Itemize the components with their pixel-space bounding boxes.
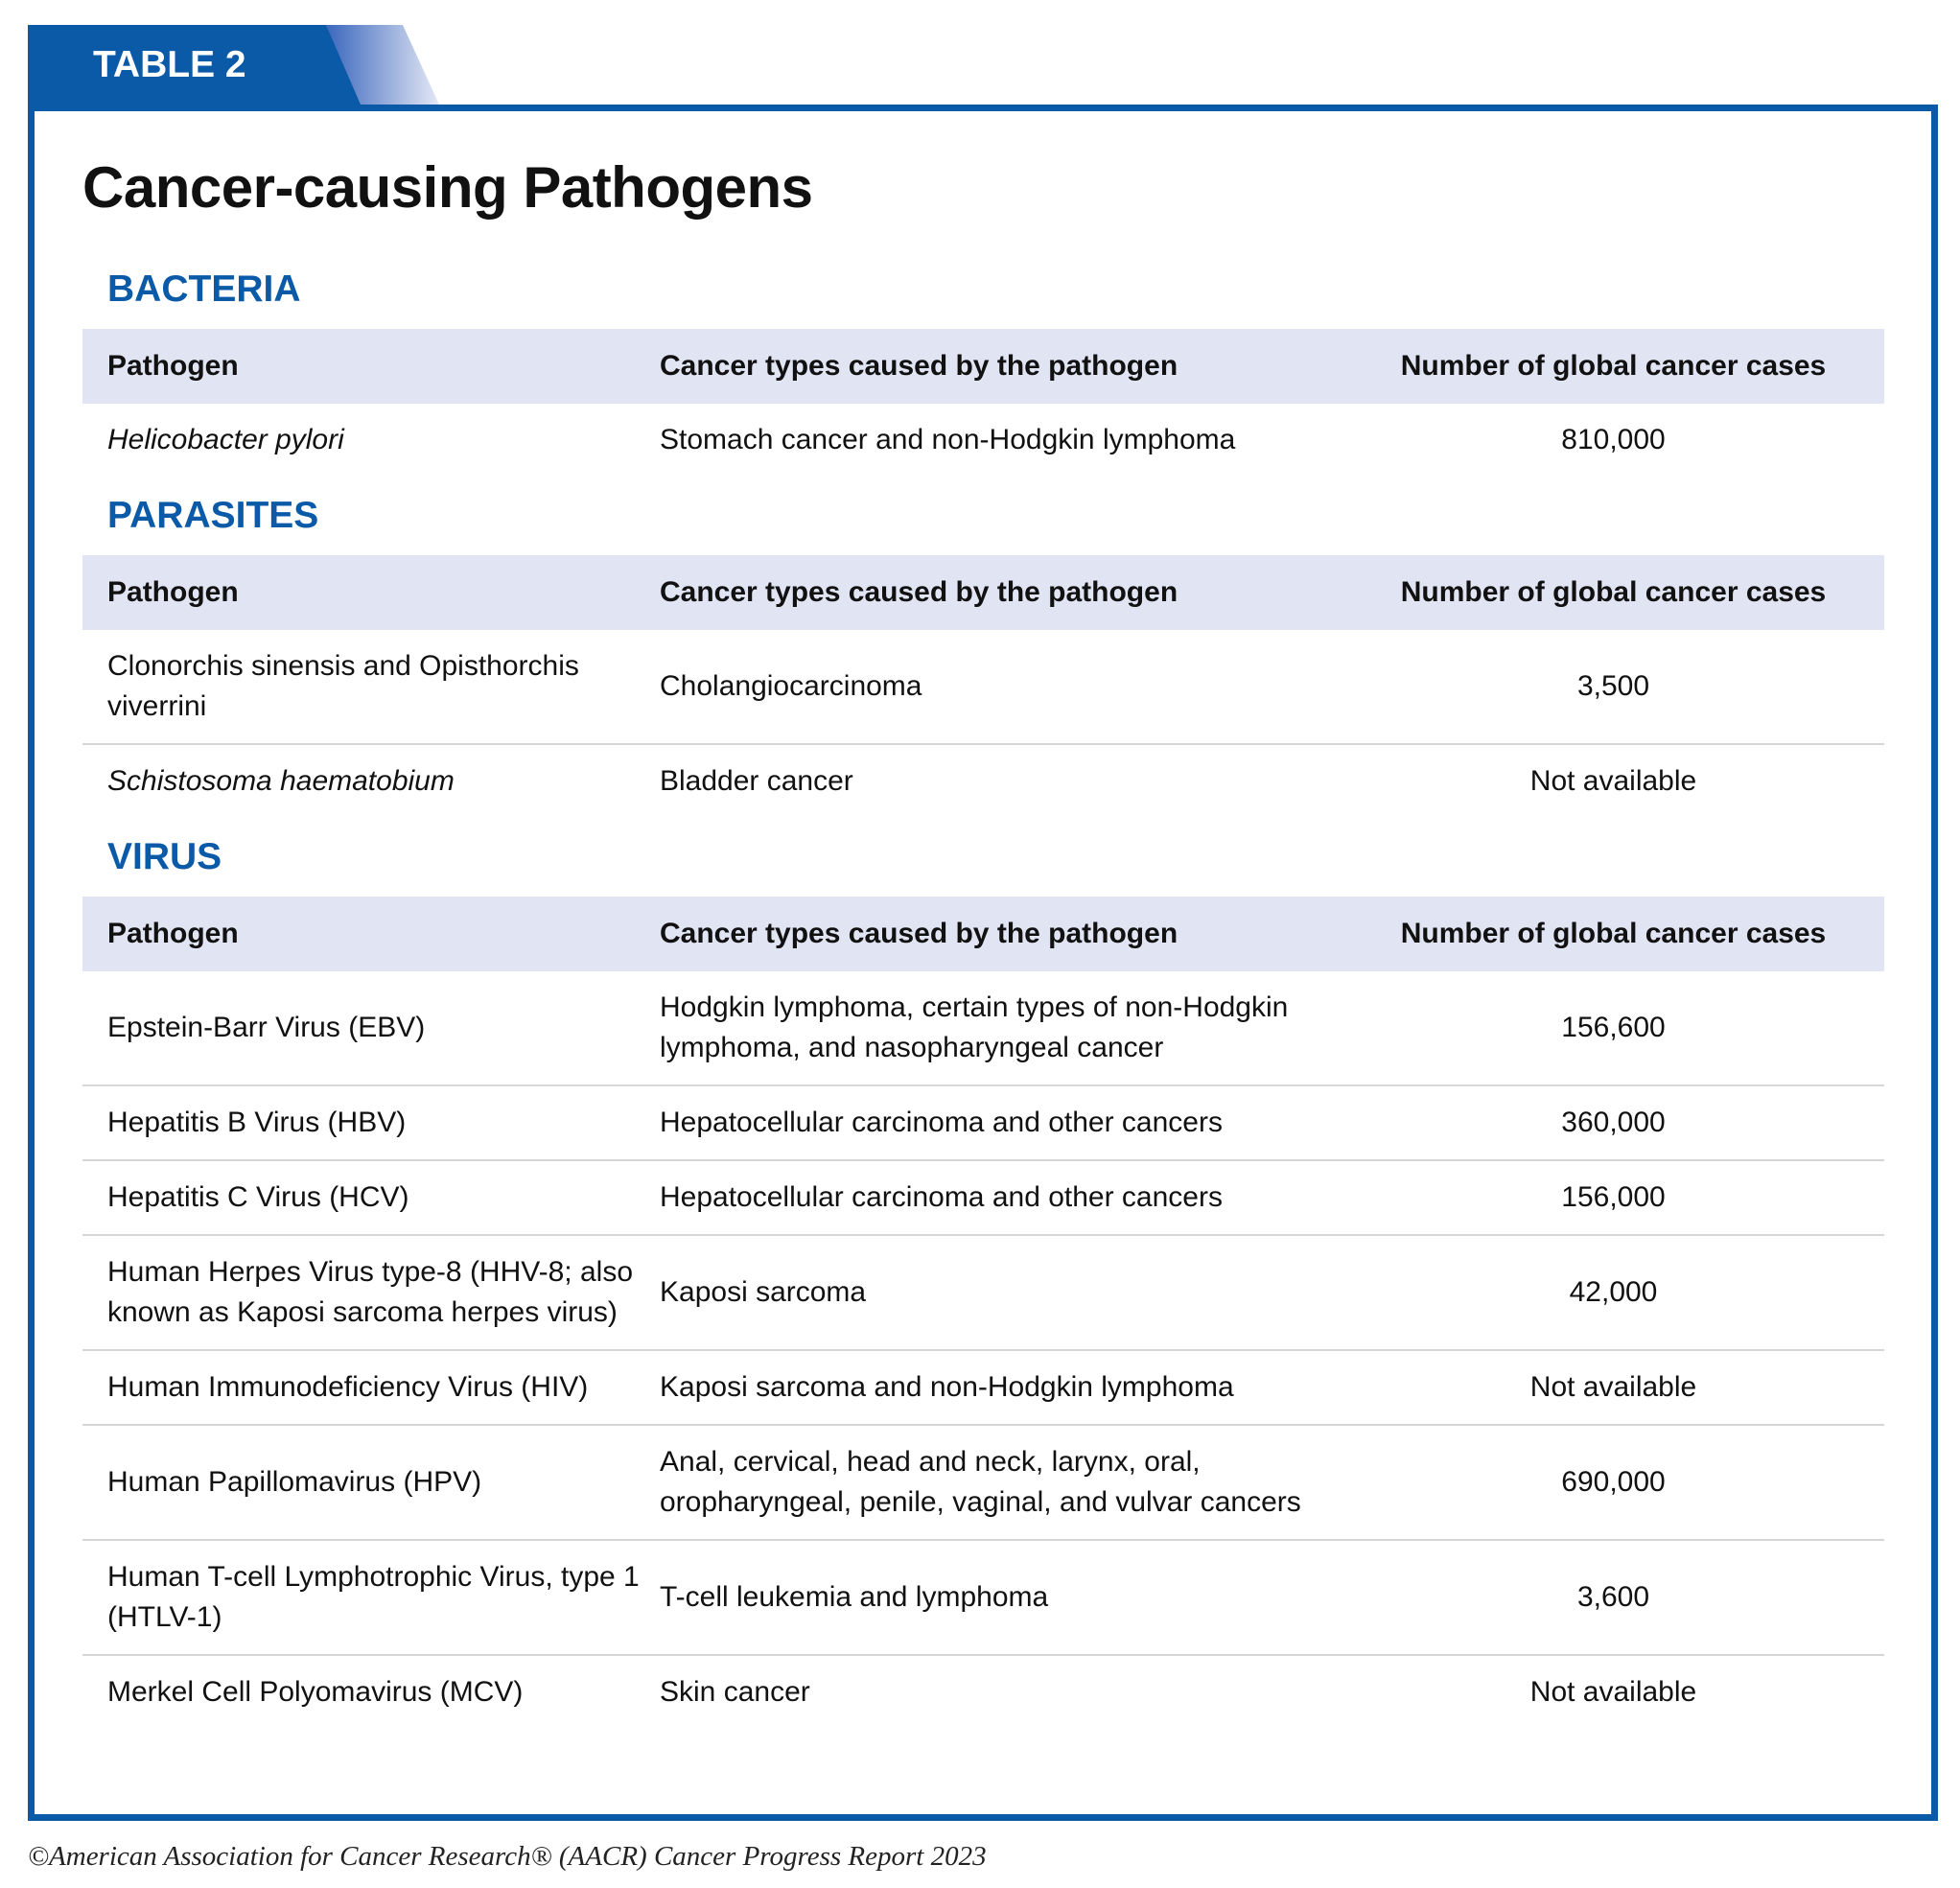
pathogen-cell: Epstein-Barr Virus (EBV) (107, 1012, 426, 1043)
title: Cancer-causing Pathogens (82, 155, 813, 220)
table-box: Cancer-causing Pathogens BACTERIA Pathoge… (28, 105, 1938, 1821)
column-header: Cancer types caused by the pathogen (660, 897, 1342, 971)
section-heading: VIRUS (107, 836, 222, 877)
data-table: Pathogen Cancer types caused by the patho… (82, 329, 1884, 477)
pathogen-cell: Merkel Cell Polyomavirus (MCV) (82, 1654, 660, 1729)
cancer-types-cell: T-cell leukemia and lymphoma (660, 1539, 1342, 1655)
cases-cell: 690,000 (1342, 1424, 1884, 1540)
table-row: Helicobacter pylori Stomach cancer and no… (82, 404, 1884, 477)
pathogen-cell: Human Herpes Virus type-8 (HHV-8; also k… (82, 1234, 660, 1350)
column-header: Number of global cancer cases (1342, 555, 1884, 630)
table-row: Human Herpes Virus type-8 (HHV-8; also k… (82, 1234, 1884, 1350)
tab-label: TABLE 2 (93, 44, 246, 85)
cases-cell: Not available (1342, 743, 1884, 818)
cancer-types-cell: Kaposi sarcoma and non-Hodgkin lymphoma (660, 1349, 1342, 1425)
column-header: Pathogen (82, 329, 660, 404)
cancer-types-cell: Bladder cancer (660, 743, 1342, 818)
data-table: Pathogen Cancer types caused by the patho… (82, 555, 1884, 818)
cases-cell: 156,600 (1561, 1012, 1666, 1043)
table-row: Human T-cell Lymphotrophic Virus, type 1… (82, 1539, 1884, 1655)
table-row: Hepatitis C Virus (HCV) Hepatocellular ca… (82, 1159, 1884, 1235)
cancer-types-cell: Hepatocellular carcinoma and other cance… (660, 1084, 1342, 1160)
pathogen-cell: Clonorchis sinensis and Opisthorchis viv… (107, 650, 579, 722)
table-row: Human Papillomavirus (HPV) Anal, cervical… (82, 1424, 1884, 1540)
cancer-types-cell: Skin cancer (660, 1654, 1342, 1729)
column-header: Cancer types caused by the pathogen (660, 329, 1342, 404)
table-row: Human Immunodeficiency Virus (HIV) Kaposi… (82, 1349, 1884, 1425)
pathogen-cell: Human Immunodeficiency Virus (HIV) (82, 1349, 660, 1425)
pathogen-cell: Hepatitis C Virus (HCV) (82, 1159, 660, 1235)
footer: ©American Association for Cancer Researc… (28, 1841, 987, 1872)
cases-cell: Not available (1342, 1654, 1884, 1729)
data-table: Pathogen Cancer types caused by the patho… (82, 897, 1884, 1729)
cancer-types-cell: Hodgkin lymphoma, certain types of non-H… (660, 991, 1289, 1063)
column-header: Cancer types caused by the pathogen (660, 555, 1342, 630)
cancer-types-cell: Hepatocellular carcinoma and other cance… (660, 1159, 1342, 1235)
cases-cell: Not available (1342, 1349, 1884, 1425)
cases-cell: 156,000 (1342, 1159, 1884, 1235)
table-row: Merkel Cell Polyomavirus (MCV) Skin cance… (82, 1654, 1884, 1729)
cancer-types-cell: Kaposi sarcoma (660, 1234, 1342, 1350)
cases-cell: 3,600 (1342, 1539, 1884, 1655)
header-row: Pathogen Cancer types caused by the patho… (82, 555, 1884, 630)
cases-cell: 3,500 (1576, 670, 1650, 702)
table-row: Clonorchis sinensis and Opisthorchis viv… (82, 630, 1884, 744)
tab-shape (28, 25, 439, 105)
header-row: Pathogen Cancer types caused by the patho… (82, 897, 1884, 971)
cases-cell: 42,000 (1342, 1234, 1884, 1350)
column-header: Number of global cancer cases (1342, 329, 1884, 404)
table-row: Epstein-Barr Virus (EBV) Hodgkin lymphoma… (82, 971, 1884, 1085)
cases-cell: 810,000 (1561, 424, 1666, 455)
column-header: Pathogen (82, 555, 660, 630)
cancer-types-cell: Cholangiocarcinoma (660, 670, 922, 702)
column-header: Pathogen (82, 897, 660, 971)
pathogen-cell: Human T-cell Lymphotrophic Virus, type 1… (82, 1539, 660, 1655)
section-heading: BACTERIA (107, 268, 301, 310)
sections: BACTERIA Pathogen Cancer types caused by t… (82, 250, 1931, 1729)
cases-cell: 360,000 (1342, 1084, 1884, 1160)
cancer-types-cell: Stomach cancer and non-Hodgkin lymphoma (660, 424, 1236, 455)
header-row: Pathogen Cancer types caused by the patho… (82, 329, 1884, 404)
table-row: Hepatitis B Virus (HBV) Hepatocellular ca… (82, 1084, 1884, 1160)
column-header: Number of global cancer cases (1342, 897, 1884, 971)
pathogen-cell: Hepatitis B Virus (HBV) (82, 1084, 660, 1160)
table-row: Schistosoma haematobium Bladder cancer Not… (82, 743, 1884, 818)
cancer-types-cell: Anal, cervical, head and neck, larynx, o… (660, 1424, 1342, 1540)
tab-fill (28, 25, 361, 105)
pathogen-cell: Helicobacter pylori (107, 424, 344, 455)
pathogen-cell: Schistosoma haematobium (82, 743, 660, 818)
section-heading: PARASITES (107, 495, 319, 536)
tab-gradient (326, 25, 439, 105)
pathogen-cell: Human Papillomavirus (HPV) (82, 1424, 660, 1540)
